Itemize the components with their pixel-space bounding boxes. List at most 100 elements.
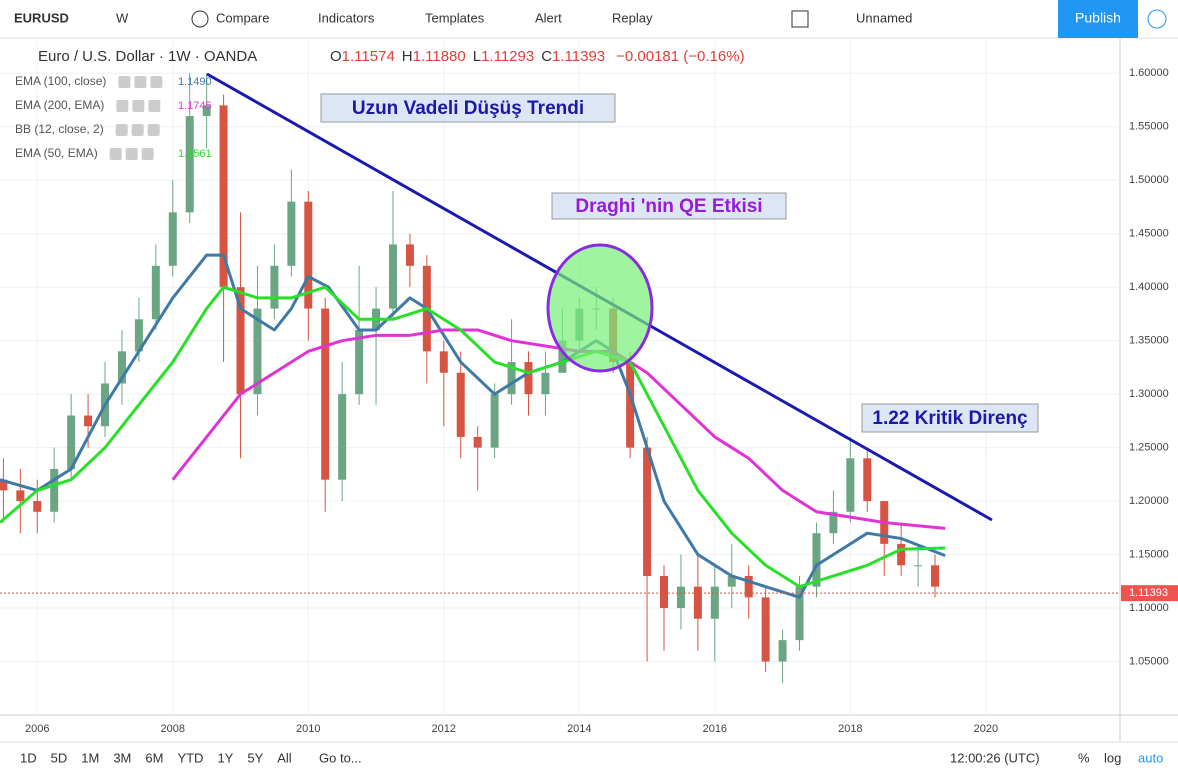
- candle-body: [287, 201, 296, 266]
- scale-option[interactable]: auto: [1138, 750, 1163, 765]
- x-tick-label: 2020: [974, 723, 998, 735]
- range-button[interactable]: 1D: [20, 750, 37, 765]
- range-button[interactable]: 5D: [51, 750, 68, 765]
- candle-body: [388, 244, 397, 309]
- templates-button[interactable]: Templates: [425, 10, 485, 25]
- scale-option[interactable]: log: [1104, 750, 1121, 765]
- range-button[interactable]: 3M: [113, 750, 131, 765]
- legend-button[interactable]: [131, 124, 144, 136]
- legend-button[interactable]: [134, 76, 147, 88]
- compare-button[interactable]: Compare: [216, 10, 269, 25]
- candle-body: [219, 105, 228, 288]
- goto-button[interactable]: Go to...: [319, 750, 362, 765]
- bottom-bar: 1D 5D 1M 3M 6M YTD 1Y 5Y All Go to... 12:00:26 (UT…: [20, 750, 1163, 765]
- candle-body: [626, 362, 635, 448]
- candle-body: [710, 586, 719, 619]
- legend-button[interactable]: [150, 76, 163, 88]
- range-button[interactable]: All: [277, 750, 292, 765]
- candle-body: [778, 640, 787, 662]
- candle-body: [744, 575, 753, 598]
- candle-body: [558, 340, 567, 373]
- range-button[interactable]: YTD: [177, 750, 203, 765]
- annotation-box: [551, 192, 787, 220]
- ohlc-value: 1.11393: [552, 48, 605, 65]
- annotation: Uzun Vadeli Düşüş Trendi: [352, 98, 584, 119]
- candle-body: [355, 329, 364, 395]
- symbol[interactable]: EURUSD: [14, 10, 69, 25]
- legend-name[interactable]: EMA (200, EMA): [15, 98, 104, 112]
- candle-body: [660, 575, 669, 609]
- x-tick-label: 2010: [296, 723, 320, 735]
- ohlc-value: 1.11293: [481, 48, 534, 65]
- range-button[interactable]: 6M: [145, 750, 163, 765]
- scale-option[interactable]: %: [1078, 750, 1090, 765]
- y-tick-label: 1.20000: [1129, 495, 1169, 507]
- ohlc-key: L: [473, 48, 481, 65]
- candle-body: [507, 362, 516, 395]
- candle-body: [202, 105, 211, 117]
- candle-body: [338, 394, 347, 480]
- candle-body: [490, 394, 499, 448]
- legend-button[interactable]: [132, 100, 145, 112]
- ohlc: O 1.11574 H 1.11880 L 1.11293 C 1.11393 −0.00181…: [330, 48, 745, 65]
- candle-body: [304, 201, 313, 309]
- legend-button[interactable]: [118, 76, 131, 88]
- annotation: 1.22 Kritik Direnç: [872, 408, 1028, 429]
- legend-button[interactable]: [147, 124, 160, 136]
- legend-button[interactable]: [125, 148, 138, 160]
- candle-body: [795, 586, 804, 641]
- alert-button[interactable]: Alert: [535, 10, 562, 25]
- y-tick-label: 1.55000: [1129, 121, 1169, 133]
- indicator-line: [0, 253, 946, 599]
- layout-icon[interactable]: [791, 10, 809, 28]
- legend-name[interactable]: EMA (100, close): [15, 74, 106, 88]
- candle-body: [456, 372, 465, 437]
- layout-name[interactable]: Unnamed: [856, 10, 912, 25]
- candle-body: [829, 511, 838, 534]
- candle-body: [812, 533, 821, 587]
- range-button[interactable]: 1Y: [217, 750, 233, 765]
- legend-button[interactable]: [141, 148, 154, 160]
- legend-value: 1.1561: [178, 148, 212, 160]
- candle-body: [473, 436, 482, 448]
- y-tick-label: 1.60000: [1129, 67, 1169, 79]
- candle-body: [439, 351, 448, 373]
- indicators-button[interactable]: Indicators: [318, 10, 375, 25]
- x-tick-label: 2018: [838, 723, 862, 735]
- ohlc-value: 1.11574: [342, 48, 395, 65]
- replay-button[interactable]: Replay: [612, 10, 653, 25]
- candle-body: [524, 362, 533, 395]
- publish-button[interactable]: Publish: [1075, 10, 1121, 26]
- range-button[interactable]: 1M: [81, 750, 99, 765]
- last-price-tag: [1121, 585, 1178, 602]
- legend-button[interactable]: [116, 100, 129, 112]
- legend-button[interactable]: [115, 124, 128, 136]
- candle-body: [693, 586, 702, 619]
- publish-bg[interactable]: [1058, 0, 1138, 38]
- legend-button[interactable]: [109, 148, 122, 160]
- legend-name[interactable]: EMA (50, EMA): [15, 146, 98, 160]
- candle-body: [134, 319, 143, 352]
- y-tick-label: 1.50000: [1129, 174, 1169, 186]
- legend-button[interactable]: [148, 100, 161, 112]
- candle-body: [67, 415, 76, 470]
- range-button[interactable]: 5Y: [247, 750, 263, 765]
- legend-value: 1.1745: [178, 100, 212, 112]
- instrument: Euro / U.S. Dollar · 1W · OANDA: [38, 48, 257, 65]
- interval[interactable]: W: [116, 10, 129, 25]
- candle-body: [117, 351, 126, 384]
- plot: [0, 38, 1120, 715]
- x-tick-label: 2016: [703, 723, 727, 735]
- legend: EMA (100, close) 1.1490 EMA (200, EMA) 1.17…: [15, 74, 212, 160]
- candle-body: [270, 265, 279, 309]
- candle-body: [253, 308, 262, 395]
- last-price-label: 1.11393: [1129, 587, 1168, 599]
- candle-body: [185, 116, 194, 213]
- candle-body: [236, 287, 245, 395]
- play-icon[interactable]: [1147, 9, 1167, 29]
- candle-body: [863, 458, 872, 502]
- legend-name[interactable]: BB (12, close, 2): [15, 122, 104, 136]
- legend-value: 1.1490: [178, 76, 212, 88]
- candle-body: [33, 501, 42, 512]
